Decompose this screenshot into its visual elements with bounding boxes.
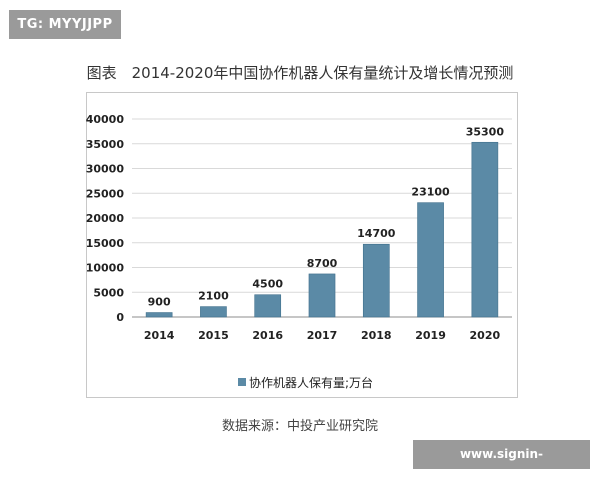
data-label: 900 [148,296,171,309]
y-tick-label: 20000 [86,212,125,225]
bar [362,243,390,318]
bar [254,294,282,318]
data-label: 2100 [198,290,229,303]
y-tick-label: 15000 [86,237,125,250]
watermark-bottom: www.signin-mksports.com [413,440,590,490]
x-tick-label: 2014 [144,329,175,342]
data-label: 8700 [307,257,338,270]
x-tick-label: 2019 [415,329,446,342]
y-tick-label: 40000 [86,113,125,126]
data-label: 23100 [411,186,450,199]
y-tick-label: 35000 [86,138,125,151]
x-tick-label: 2017 [307,329,338,342]
chart-frame [86,92,518,398]
bar [200,306,227,318]
data-label: 14700 [357,227,396,240]
x-tick-label: 2015 [198,329,229,342]
legend-label: 协作机器人保有量;万台 [249,375,373,390]
data-label: 35300 [466,125,505,138]
legend: 协作机器人保有量;万台 [238,375,373,390]
data-label: 4500 [252,278,283,291]
x-tick-label: 2020 [470,329,501,342]
x-tick-label: 2018 [361,329,392,342]
y-tick-label: 10000 [86,262,125,275]
bar [471,141,499,318]
y-tick-label: 30000 [86,163,125,176]
watermark-top: TG: MYYJJPP [9,10,121,39]
y-axis-ticks: 0 5000 10000 15000 20000 25000 30000 35000 40000 [86,113,125,324]
data-labels: 900 2100 4500 8700 14700 23100 35300 [148,125,505,308]
y-tick-label: 0 [116,311,124,324]
legend-swatch [238,378,246,386]
bar [308,273,336,318]
y-tick-label: 25000 [86,187,125,200]
source-note: 数据来源：中投产业研究院 [221,419,378,434]
y-tick-label: 5000 [93,286,124,299]
bar [417,202,444,318]
chart-title: 图表 2014-2020年中国协作机器人保有量统计及增长情况预测 [86,64,514,82]
x-tick-label: 2016 [252,329,283,342]
x-axis-ticks: 2014 2015 2016 2017 2018 2019 2020 [144,329,501,342]
bar-chart: 0 5000 10000 15000 20000 25000 30000 35000 40000… [86,113,512,390]
bars [145,141,499,318]
bar [145,312,173,318]
